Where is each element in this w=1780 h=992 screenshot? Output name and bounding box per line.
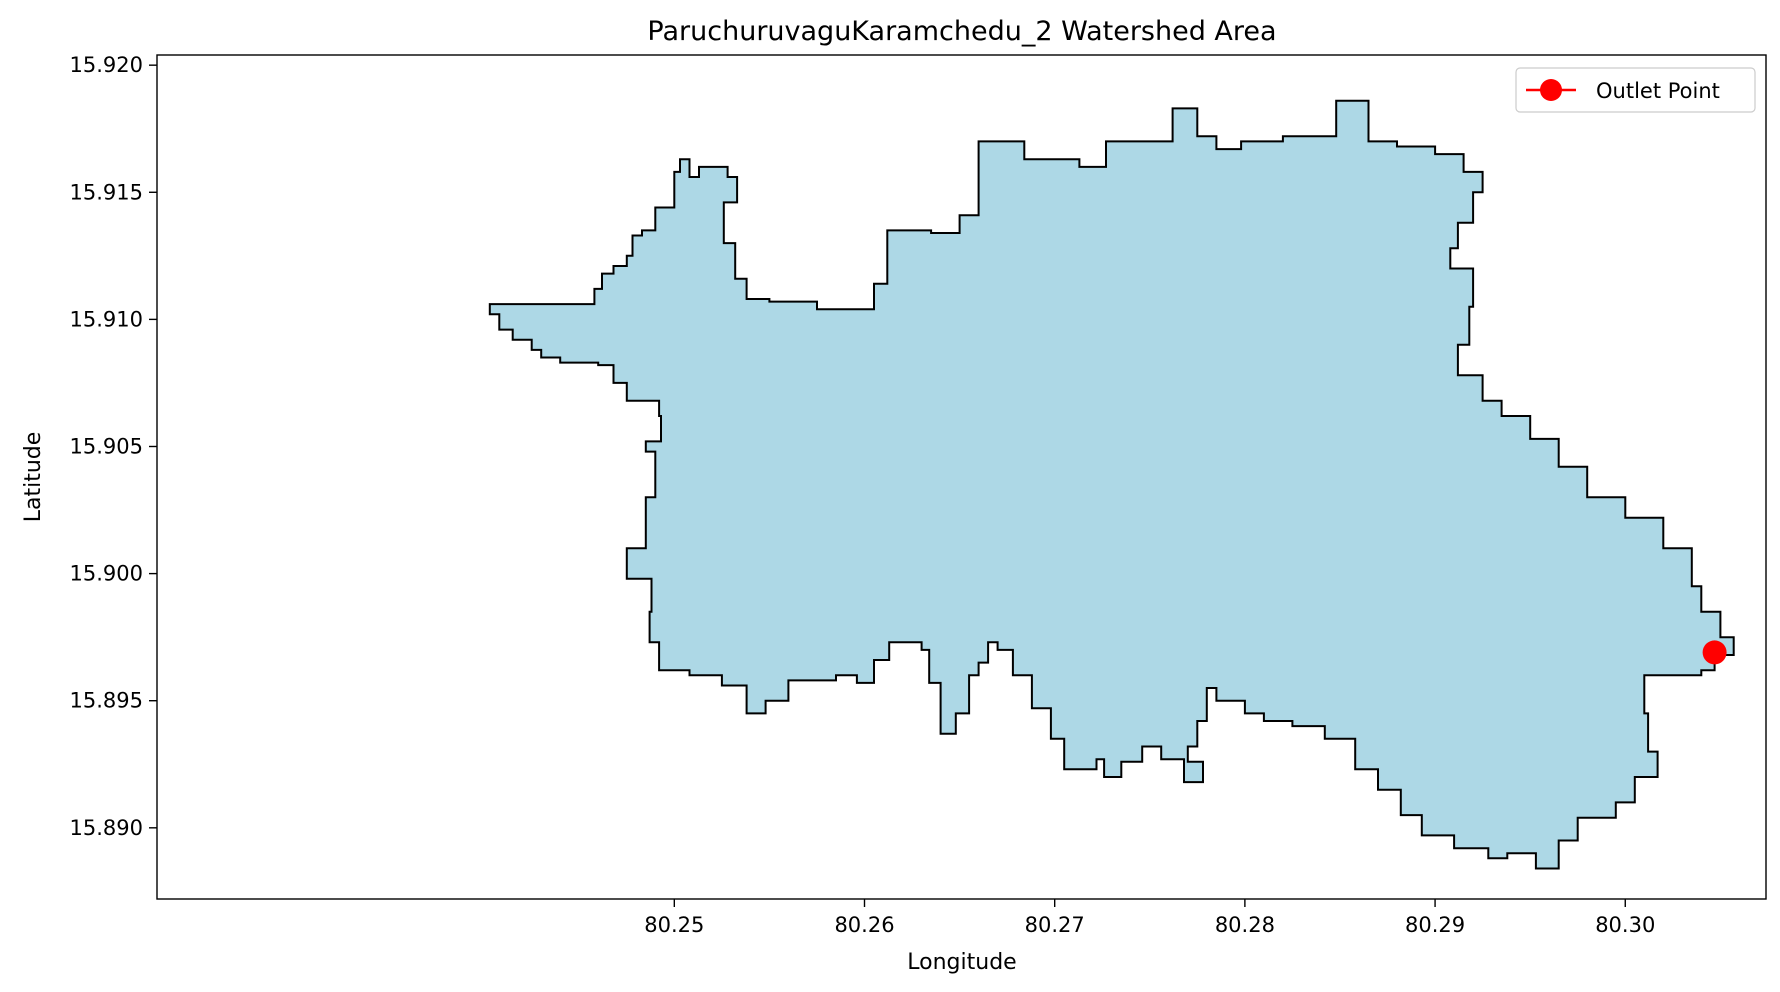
y-axis-label: Latitude — [21, 432, 46, 523]
x-tick-label: 80.30 — [1595, 913, 1655, 937]
plot-area — [156, 54, 1767, 900]
watershed-layer — [488, 99, 1735, 870]
outlet-layer — [1702, 640, 1727, 665]
y-tick-label: 15.915 — [70, 180, 143, 204]
y-tick-label: 15.895 — [70, 689, 143, 713]
x-tick-label: 80.28 — [1215, 913, 1275, 937]
x-axis-ticks: 80.25 80.26 80.27 80.28 80.29 80.30 — [644, 899, 1655, 937]
legend: Outlet Point — [1515, 67, 1756, 113]
x-tick-label: 80.27 — [1025, 913, 1085, 937]
y-tick-label: 15.905 — [70, 434, 143, 458]
y-tick-label: 15.910 — [70, 307, 143, 331]
y-axis-ticks: 15.890 15.895 15.900 15.905 15.910 15.915 15.9… — [70, 53, 157, 840]
outlet-point-marker — [1702, 640, 1727, 665]
watershed-polygon — [488, 99, 1735, 870]
x-tick-label: 80.26 — [834, 913, 894, 937]
y-tick-label: 15.900 — [70, 562, 143, 586]
x-axis-label: Longitude — [907, 950, 1016, 975]
x-tick-label: 80.29 — [1405, 913, 1465, 937]
legend-frame — [1515, 67, 1756, 113]
plot-frame — [156, 54, 1767, 900]
x-tick-label: 80.25 — [644, 913, 704, 937]
y-tick-label: 15.890 — [70, 816, 143, 840]
legend-point-marker — [1540, 79, 1562, 101]
chart-title: ParuchuruvaguKaramchedu_2 Watershed Area — [647, 16, 1276, 47]
y-tick-label: 15.920 — [70, 53, 143, 77]
legend-entry-outlet: Outlet Point — [1596, 79, 1720, 103]
